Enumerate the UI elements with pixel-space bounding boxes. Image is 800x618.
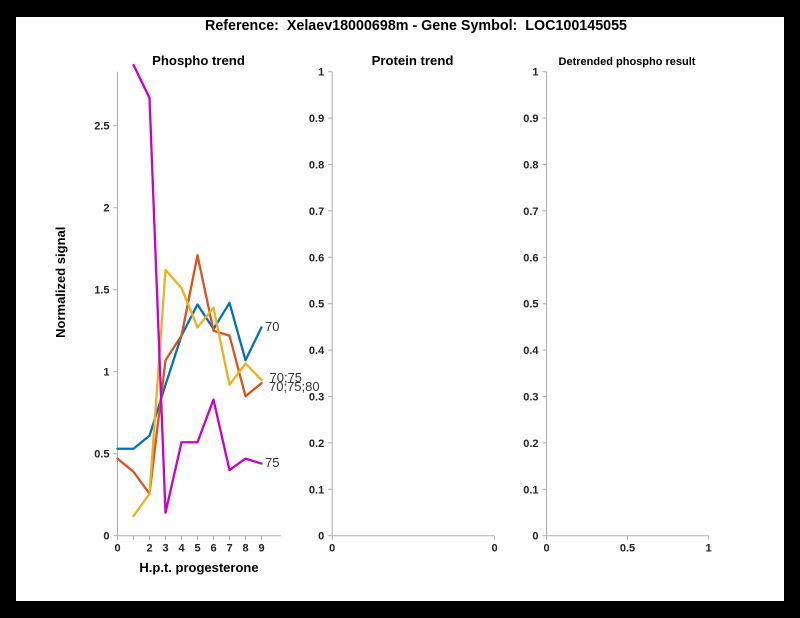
- svg-text:0.7: 0.7: [523, 206, 538, 218]
- svg-text:0.1: 0.1: [523, 484, 538, 496]
- svg-text:0: 0: [532, 531, 538, 543]
- svg-text:6: 6: [210, 543, 216, 555]
- svg-text:Protein trend: Protein trend: [372, 53, 454, 68]
- svg-text:0.7: 0.7: [309, 206, 324, 218]
- svg-text:0.4: 0.4: [523, 345, 539, 357]
- svg-text:0.5: 0.5: [94, 449, 109, 461]
- svg-text:1: 1: [706, 543, 712, 555]
- svg-text:0.4: 0.4: [309, 345, 325, 357]
- svg-text:2: 2: [103, 203, 109, 215]
- svg-text:1: 1: [318, 67, 324, 79]
- svg-text:0.6: 0.6: [309, 252, 324, 264]
- svg-text:0.1: 0.1: [309, 484, 324, 496]
- svg-text:2.5: 2.5: [94, 121, 109, 133]
- svg-text:0.6: 0.6: [523, 252, 538, 264]
- svg-text:0.9: 0.9: [309, 113, 324, 125]
- svg-text:0: 0: [318, 531, 324, 543]
- svg-text:0.8: 0.8: [523, 160, 538, 172]
- svg-text:0.9: 0.9: [523, 113, 538, 125]
- svg-text:2: 2: [146, 543, 152, 555]
- svg-text:0.5: 0.5: [309, 299, 324, 311]
- svg-text:4: 4: [178, 543, 185, 555]
- svg-text:0.2: 0.2: [523, 438, 538, 450]
- svg-text:1: 1: [532, 67, 538, 79]
- svg-text:Phospho trend: Phospho trend: [152, 53, 245, 68]
- svg-text:8: 8: [242, 543, 248, 555]
- svg-text:70: 70: [265, 319, 279, 334]
- svg-text:Detrended phospho result: Detrended phospho result: [559, 56, 696, 68]
- svg-text:Reference: Xelaev18000698m -: Reference: Xelaev18000698m - Gene Symbol…: [205, 18, 627, 34]
- svg-text:75: 75: [265, 455, 279, 470]
- svg-text:0: 0: [543, 543, 549, 555]
- svg-text:1.5: 1.5: [94, 285, 109, 297]
- svg-text:0.3: 0.3: [523, 392, 538, 404]
- svg-text:0.2: 0.2: [309, 438, 324, 450]
- svg-text:Normalized signal: Normalized signal: [53, 227, 68, 338]
- svg-text:0.3: 0.3: [309, 392, 324, 404]
- svg-text:3: 3: [162, 543, 168, 555]
- svg-text:0: 0: [103, 531, 109, 543]
- svg-text:5: 5: [194, 543, 200, 555]
- svg-text:0.5: 0.5: [523, 299, 538, 311]
- svg-text:0: 0: [114, 543, 120, 555]
- svg-text:7: 7: [226, 543, 232, 555]
- svg-text:1: 1: [103, 367, 109, 379]
- svg-text:0.8: 0.8: [309, 160, 324, 172]
- svg-text:9: 9: [258, 543, 264, 555]
- svg-text:0: 0: [329, 543, 335, 555]
- svg-text:H.p.t. progesterone: H.p.t. progesterone: [139, 560, 258, 575]
- svg-text:0.5: 0.5: [620, 543, 635, 555]
- svg-text:0: 0: [491, 543, 497, 555]
